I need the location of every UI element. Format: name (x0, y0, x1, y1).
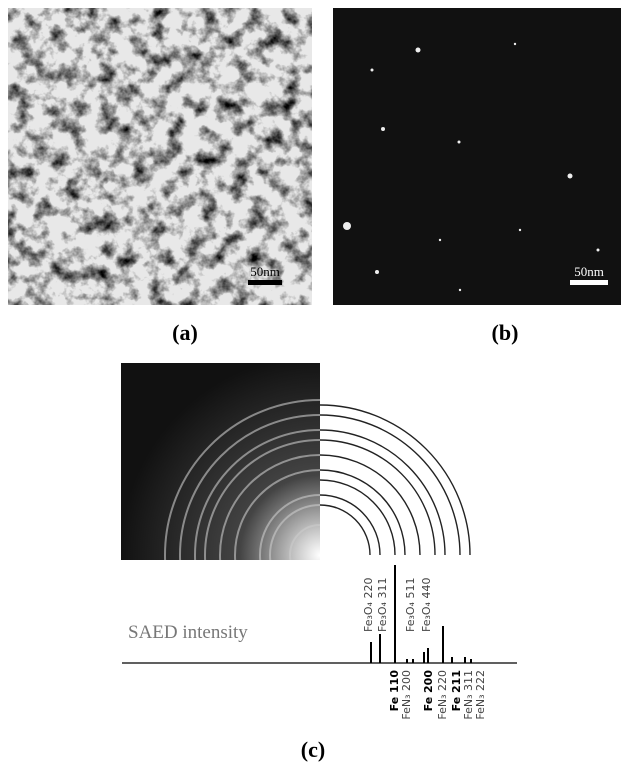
intensity-label: SAED intensity (128, 622, 248, 643)
peak-label: Fe₃O₄ 311 (376, 578, 389, 632)
peak-label: Fe₃O₄ 220 (362, 578, 375, 632)
figure: 50nm (a) 50nm (b) SAED intensity Fe₃O₄ 2… (0, 0, 627, 765)
peak-label: FeN₃ 200 (400, 670, 413, 720)
peak-label: Fe₃O₄ 511 (404, 578, 417, 632)
dark-field-image (333, 8, 621, 305)
scale-bar (570, 280, 608, 285)
panel-label: (c) (301, 737, 325, 762)
scale-text: 50nm (574, 264, 604, 279)
scale-bar (248, 280, 282, 285)
peak-label: FeN₃ 222 (474, 670, 487, 720)
tem-texture (8, 8, 312, 305)
peak-label: Fe 200 (422, 670, 435, 712)
saed-pattern (121, 363, 320, 560)
panel-label: (b) (492, 320, 519, 345)
peak-label: FeN₃ 220 (436, 670, 449, 720)
scale-text: 50nm (250, 264, 280, 279)
panel-label: (a) (172, 320, 198, 345)
peak-label: Fe₃O₄ 440 (420, 578, 433, 632)
